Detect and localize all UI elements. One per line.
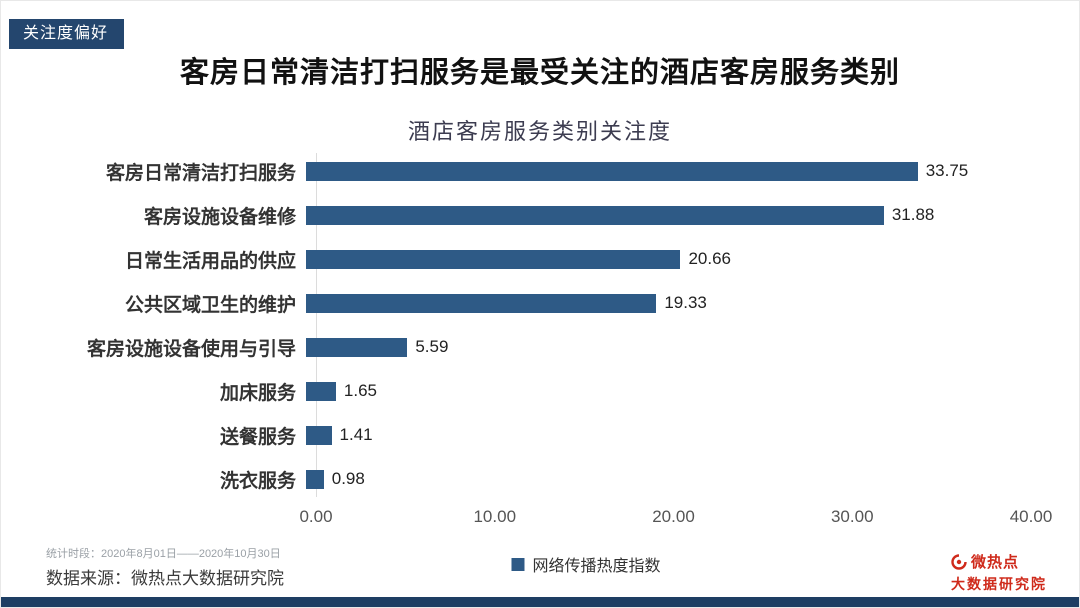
- bar-track: 20.66: [306, 249, 1031, 269]
- legend-swatch: [511, 557, 525, 571]
- category-label: 客房设施设备使用与引导: [86, 338, 296, 360]
- category-label: 加床服务: [219, 382, 296, 404]
- chart-row: 客房设施设备使用与引导 5.59: [41, 325, 1031, 369]
- value-label: 1.41: [339, 425, 373, 444]
- category-label: 客房设施设备维修: [143, 206, 296, 228]
- chart-row: 洗衣服务 0.98: [41, 457, 1031, 501]
- flame-swirl-icon: [951, 553, 967, 570]
- chart-legend: 网络传播热度指数: [511, 552, 661, 576]
- chart-rows: 客房日常清洁打扫服务 33.75 客房设施设备维修 31.88 日常生活用品的供应 20.…: [41, 149, 1031, 501]
- x-tick-label: 10.00: [473, 507, 517, 526]
- bar-track: 5.59: [306, 337, 1031, 357]
- value-label: 19.33: [664, 293, 707, 312]
- bar: [306, 205, 884, 225]
- bar-track: 0.98: [306, 469, 1031, 489]
- bar-track: 33.75: [306, 161, 1031, 181]
- category-label: 送餐服务: [219, 426, 296, 448]
- category-badge: 关注度偏好: [9, 19, 125, 49]
- bottom-accent-bar: [1, 597, 1079, 607]
- value-label: 5.59: [415, 337, 449, 356]
- x-tick-label: 20.00: [652, 507, 695, 526]
- stat-period-text: 统计时段：2020年8月01日——2020年10月30日: [46, 548, 281, 560]
- value-label: 20.66: [688, 249, 731, 268]
- value-label: 1.65: [343, 381, 377, 400]
- x-tick-label: 30.00: [830, 507, 874, 526]
- bar: [306, 469, 324, 489]
- chart-row: 客房日常清洁打扫服务 33.75: [41, 149, 1031, 193]
- value-label: 0.98: [331, 469, 365, 488]
- bar-track: 1.41: [306, 425, 1031, 445]
- category-label: 日常生活用品的供应: [124, 250, 296, 272]
- logo-name: 微热点: [971, 554, 1020, 571]
- chart-row: 日常生活用品的供应 20.66: [41, 237, 1031, 281]
- y-axis-line: [316, 153, 317, 497]
- chart-row: 加床服务 1.65: [41, 369, 1031, 413]
- x-axis: 0.00 10.00 20.00 30.00 40.00: [299, 507, 1052, 533]
- bar-chart: 客房日常清洁打扫服务 33.75 客房设施设备维修 31.88 日常生活用品的供应 20.…: [41, 149, 1052, 533]
- bar: [306, 161, 918, 181]
- x-tick-label: 0.00: [299, 507, 333, 526]
- chart-row: 客房设施设备维修 31.88: [41, 193, 1031, 237]
- bar: [306, 249, 681, 269]
- bar-track: 1.65: [306, 381, 1031, 401]
- x-tick-label: 40.00: [1009, 507, 1053, 526]
- value-label: 33.75: [925, 161, 969, 180]
- logo-subtitle: 大数据研究院: [951, 576, 1047, 592]
- bar: [306, 337, 408, 357]
- category-label: 客房日常清洁打扫服务: [105, 162, 296, 184]
- legend-label: 网络传播热度指数: [532, 558, 661, 575]
- chart-row: 公共区域卫生的维护 19.33: [41, 281, 1031, 325]
- bar: [306, 381, 336, 401]
- bar-track: 19.33: [306, 293, 1031, 313]
- bar-track: 31.88: [306, 205, 1031, 225]
- brand-logo: 微热点 大数据研究院: [951, 551, 1047, 594]
- category-label: 洗衣服务: [219, 470, 296, 492]
- chart-title: 酒店客房服务类别关注度: [407, 119, 672, 144]
- bar: [306, 425, 332, 445]
- chart-row: 送餐服务 1.41: [41, 413, 1031, 457]
- category-label: 公共区域卫生的维护: [124, 294, 296, 316]
- page-title: 客房日常清洁打扫服务是最受关注的酒店客房服务类别: [179, 57, 900, 89]
- data-source-text: 数据来源：微热点大数据研究院: [46, 569, 284, 588]
- bar: [306, 293, 657, 313]
- value-label: 31.88: [891, 205, 935, 224]
